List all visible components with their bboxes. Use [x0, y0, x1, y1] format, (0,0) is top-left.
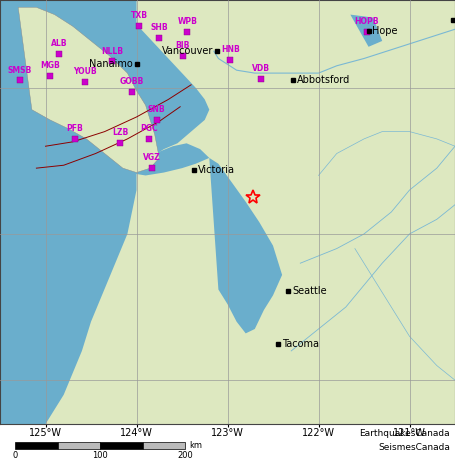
Text: Seattle: Seattle: [292, 286, 327, 296]
Polygon shape: [18, 7, 159, 172]
Bar: [15, 442, 57, 449]
Text: SMSB: SMSB: [8, 65, 32, 75]
Text: PFB: PFB: [66, 124, 83, 133]
Text: Hope: Hope: [372, 27, 398, 36]
Text: LZB: LZB: [112, 128, 128, 137]
Text: km: km: [189, 441, 202, 450]
Text: ALB: ALB: [51, 39, 67, 48]
Text: MGB: MGB: [40, 61, 60, 70]
Text: Victoria: Victoria: [197, 165, 234, 175]
Text: SNB: SNB: [148, 105, 165, 114]
Text: YOUB: YOUB: [73, 67, 96, 76]
Bar: [142, 442, 185, 449]
Text: VDB: VDB: [252, 64, 270, 73]
Polygon shape: [46, 143, 209, 176]
Text: TXB: TXB: [131, 12, 148, 21]
Text: Nanaimo: Nanaimo: [89, 58, 133, 69]
Polygon shape: [350, 14, 382, 47]
Text: SHB: SHB: [151, 23, 168, 32]
Text: HNB: HNB: [221, 45, 240, 54]
Text: GOBB: GOBB: [120, 77, 144, 86]
Text: PGC: PGC: [141, 124, 158, 133]
Text: 200: 200: [177, 451, 193, 460]
Text: BIB: BIB: [176, 41, 190, 50]
Text: Tacoma: Tacoma: [282, 339, 319, 348]
Bar: [100, 442, 142, 449]
Polygon shape: [209, 158, 282, 333]
Text: WPB: WPB: [177, 17, 197, 26]
Polygon shape: [109, 7, 209, 164]
Text: 100: 100: [92, 451, 108, 460]
Text: SeismesCanada: SeismesCanada: [378, 443, 450, 452]
Text: EarthquakesCanada: EarthquakesCanada: [359, 429, 450, 438]
Text: 0: 0: [12, 451, 18, 460]
Text: HOPB: HOPB: [354, 17, 379, 26]
Text: Abbotsford: Abbotsford: [297, 75, 350, 85]
Text: NLLB: NLLB: [101, 47, 123, 56]
Text: Vancouver: Vancouver: [162, 46, 213, 56]
Bar: [57, 442, 100, 449]
Polygon shape: [0, 0, 136, 424]
Text: VGZ: VGZ: [143, 153, 161, 163]
